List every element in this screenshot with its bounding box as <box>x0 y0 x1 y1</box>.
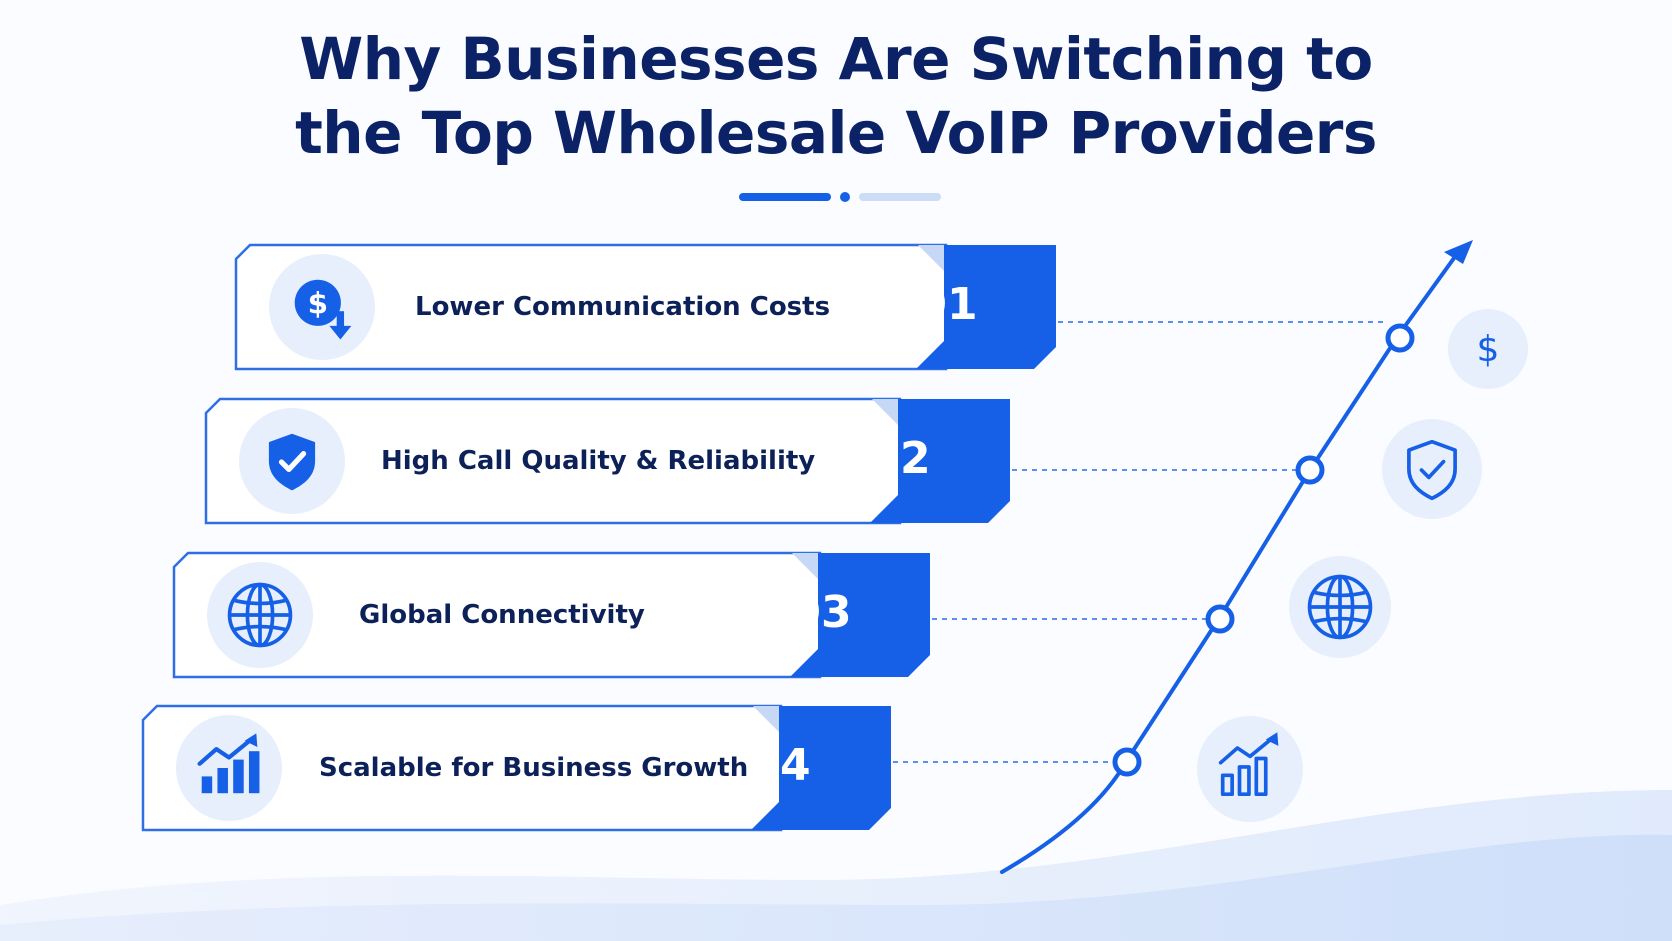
growth-node <box>1385 323 1415 353</box>
number-block <box>751 706 891 830</box>
growth-node <box>1112 747 1142 777</box>
card-frame <box>234 243 948 371</box>
svg-text:$: $ <box>1477 329 1500 370</box>
background-waves <box>0 790 1672 941</box>
dollar-icon: $ <box>1477 329 1500 370</box>
card-frame <box>172 551 822 679</box>
card-label: Lower Communication Costs <box>415 292 831 322</box>
growth-curve <box>1000 245 1464 874</box>
title-divider <box>739 192 941 202</box>
divider-dot <box>840 192 850 202</box>
icon-circle <box>176 715 282 821</box>
side-icon-circle <box>1448 309 1528 389</box>
number-block <box>790 553 930 677</box>
title-line-2: the Top Wholesale VoIP Providers <box>295 99 1377 167</box>
background-wave-front <box>0 834 1672 941</box>
list-item <box>204 397 1482 525</box>
shield-check-icon <box>268 433 316 491</box>
number-block <box>870 399 1010 523</box>
growth-chart-icon <box>1218 732 1279 797</box>
number-block-fold <box>753 706 779 732</box>
card-number: 03 <box>790 587 852 638</box>
card-label: High Call Quality & Reliability <box>381 446 816 476</box>
list-item <box>141 704 1303 832</box>
divider-bar-dark <box>739 193 831 201</box>
list-item: $$ <box>234 243 1528 389</box>
card-label: Scalable for Business Growth <box>319 753 749 783</box>
growth-node <box>1205 604 1235 634</box>
card-frame <box>141 704 783 832</box>
card-number: 02 <box>869 433 931 484</box>
card-label: Global Connectivity <box>359 600 645 630</box>
globe-icon <box>227 582 293 648</box>
side-icon-circle <box>1382 419 1482 519</box>
growth-line <box>1000 240 1473 874</box>
growth-arrowhead <box>1444 240 1473 264</box>
shield-check-icon <box>1407 439 1457 501</box>
title-line-1: Why Businesses Are Switching to <box>299 25 1373 93</box>
card-number: 04 <box>749 740 811 791</box>
growth-node <box>1295 455 1325 485</box>
globe-icon <box>1307 574 1373 640</box>
card-frame <box>204 397 902 525</box>
number-block-fold <box>872 399 898 425</box>
svg-text:$: $ <box>308 286 328 320</box>
number-block <box>916 245 1056 369</box>
number-block-fold <box>792 553 818 579</box>
dollar-down-icon: $ <box>294 279 352 340</box>
divider-bar-light <box>859 193 941 201</box>
page-title: Why Businesses Are Switching to the Top … <box>0 22 1672 170</box>
card-number: 01 <box>916 279 978 330</box>
growth-chart-icon <box>197 733 260 794</box>
list-item <box>172 551 1391 679</box>
number-block-fold <box>918 245 944 271</box>
